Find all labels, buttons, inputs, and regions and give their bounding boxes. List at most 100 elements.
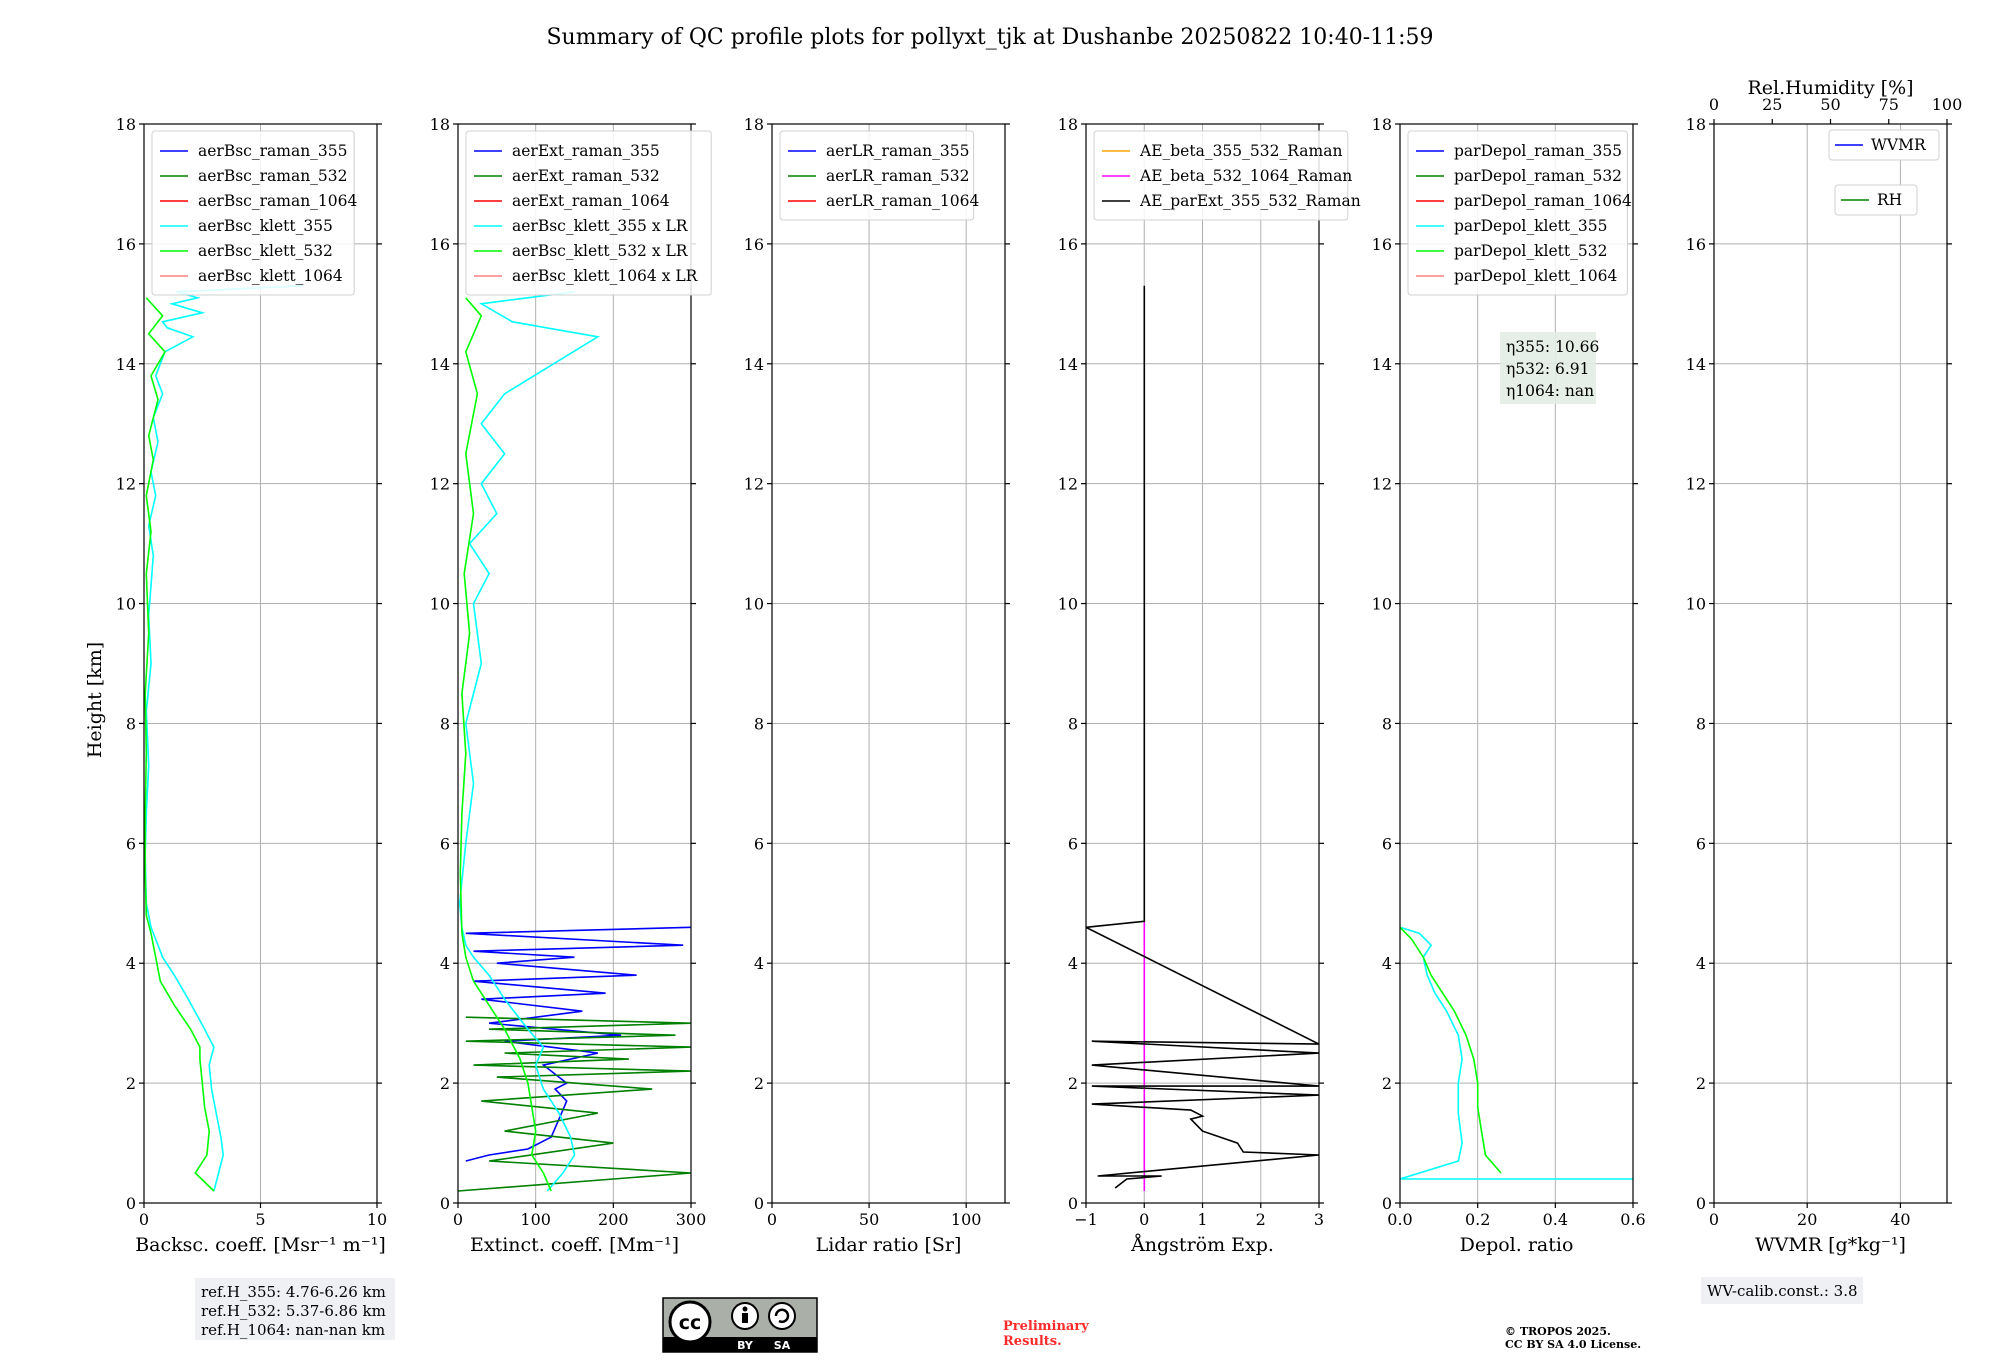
y-tick-label: 12 bbox=[116, 475, 136, 494]
legend-box bbox=[1828, 129, 1940, 161]
wv-calib-text: WV-calib.const.: 3.8 bbox=[1707, 1282, 1858, 1300]
preliminary-line-1: Preliminary bbox=[1003, 1319, 1089, 1334]
y-tick-label: 8 bbox=[754, 714, 764, 733]
legend-label: aerExt_raman_532 bbox=[512, 167, 660, 185]
legend-label: aerBsc_raman_532 bbox=[198, 167, 348, 185]
legend-box bbox=[1834, 184, 1918, 216]
y-tick-label: 8 bbox=[126, 714, 136, 733]
legend-label: aerBsc_raman_1064 bbox=[198, 192, 358, 210]
y-tick-label: 8 bbox=[1696, 714, 1706, 733]
y-tick-label: 6 bbox=[1382, 834, 1392, 853]
y-tick-label: 12 bbox=[1372, 475, 1392, 494]
legend-label: RH bbox=[1877, 191, 1902, 209]
y-tick-label: 4 bbox=[1068, 954, 1078, 973]
x-axis-label: Lidar ratio [Sr] bbox=[816, 1234, 962, 1256]
series-line-aerExt_raman_355 bbox=[465, 926, 691, 1162]
y-tick-label: 0 bbox=[1068, 1194, 1078, 1213]
y-tick-label: 10 bbox=[1372, 595, 1392, 614]
panel-2: 0 2 4 6 8 10 12 14 16 18 0 100 200 300 Extinct. coeff.… bbox=[430, 115, 712, 1256]
axes-frame bbox=[1399, 123, 1634, 1204]
legend-box bbox=[1407, 130, 1628, 296]
y-tick-label: 18 bbox=[1686, 115, 1706, 134]
legend-label: aerExt_raman_1064 bbox=[512, 192, 670, 210]
legend-label: parDepol_raman_355 bbox=[1454, 142, 1622, 160]
y-tick-label: 18 bbox=[430, 115, 450, 134]
x-tick-label: 0 bbox=[767, 1210, 777, 1229]
y-tick-label: 4 bbox=[1696, 954, 1706, 973]
y-tick-label: 14 bbox=[116, 355, 136, 374]
y-tick-label: 2 bbox=[754, 1074, 764, 1093]
y-tick-label: 16 bbox=[1058, 235, 1078, 254]
y-tick-label: 4 bbox=[440, 954, 450, 973]
x-tick-label: 0.6 bbox=[1620, 1210, 1645, 1229]
wv-calib-box: WV-calib.const.: 3.8 bbox=[1701, 1277, 1863, 1304]
series-line-aerBsc_klett_532 x LR bbox=[459, 297, 552, 1192]
y-tick-label: 8 bbox=[440, 714, 450, 733]
eta-annotation: η355: 10.66 η532: 6.91 η1064: nan bbox=[1500, 332, 1599, 404]
figure-title: Summary of QC profile plots for pollyxt_… bbox=[546, 25, 1433, 50]
y-tick-label: 6 bbox=[440, 834, 450, 853]
x2-tick-label: 75 bbox=[1879, 95, 1899, 114]
y-tick-label: 16 bbox=[430, 235, 450, 254]
y-tick-label: 12 bbox=[744, 475, 764, 494]
ref-height-532: ref.H_532: 5.37-6.86 km bbox=[201, 1302, 386, 1320]
y-tick-label: 0 bbox=[1382, 1194, 1392, 1213]
y-tick-label: 10 bbox=[430, 595, 450, 614]
legend-label: parDepol_klett_355 bbox=[1454, 217, 1607, 235]
y-tick-label: 2 bbox=[1068, 1074, 1078, 1093]
series-line-aerBsc_klett_355 x LR bbox=[458, 291, 601, 1192]
panel-1: 0 2 4 6 8 10 12 14 16 18 0 5 10 Backsc. coeff. [Msr⁻¹… bbox=[116, 115, 388, 1256]
y-tick-label: 12 bbox=[1058, 475, 1078, 494]
x-tick-label: 100 bbox=[520, 1210, 551, 1229]
x2-tick-label: 0 bbox=[1709, 95, 1719, 114]
legend-box bbox=[151, 130, 355, 296]
y-tick-label: 8 bbox=[1068, 714, 1078, 733]
legend-label: aerBsc_klett_532 bbox=[198, 242, 333, 260]
series-group bbox=[458, 291, 691, 1192]
eta-label: η532: 6.91 bbox=[1506, 360, 1590, 378]
ref-heights-box: ref.H_355: 4.76-6.26 km ref.H_532: 5.37-… bbox=[195, 1278, 395, 1340]
x-axis-label: Depol. ratio bbox=[1460, 1234, 1574, 1256]
y-tick-label: 16 bbox=[744, 235, 764, 254]
x2-tick-label: 50 bbox=[1820, 95, 1840, 114]
y-tick-label: 16 bbox=[116, 235, 136, 254]
y-tick-label: 14 bbox=[1686, 355, 1706, 374]
sa-share-arrow bbox=[774, 1308, 790, 1323]
y-tick-label: 6 bbox=[1696, 834, 1706, 853]
x-tick-label: 0.4 bbox=[1543, 1210, 1568, 1229]
copyright-line-1: © TROPOS 2025. bbox=[1505, 1325, 1611, 1338]
y-tick-label: 0 bbox=[440, 1194, 450, 1213]
y-tick-label: 2 bbox=[440, 1074, 450, 1093]
x-tick-label: 1 bbox=[1197, 1210, 1207, 1229]
y-tick-label: 2 bbox=[1696, 1074, 1706, 1093]
y-tick-label: 4 bbox=[754, 954, 764, 973]
series-line-aerExt_raman_532 bbox=[458, 1016, 691, 1192]
badge-sa-label: SA bbox=[774, 1339, 791, 1352]
y-tick-label: 18 bbox=[744, 115, 764, 134]
legend-label: parDepol_klett_1064 bbox=[1454, 267, 1617, 285]
panel-5: 0 2 4 6 8 10 12 14 16 18 0.0 0.2 0.4 0.6 Depol. ratio p… bbox=[1372, 115, 1646, 1256]
legend-label: aerBsc_klett_1064 bbox=[198, 267, 343, 285]
by-person-head bbox=[742, 1306, 748, 1312]
legend-label: aerBsc_klett_1064 x LR bbox=[512, 267, 699, 285]
y-tick-label: 12 bbox=[1686, 475, 1706, 494]
legend-box bbox=[465, 130, 712, 296]
preliminary-line-2: Results. bbox=[1003, 1334, 1062, 1349]
legend-label: aerBsc_klett_355 bbox=[198, 217, 333, 235]
eta-label: η355: 10.66 bbox=[1506, 338, 1599, 356]
y-tick-label: 10 bbox=[1058, 595, 1078, 614]
series-group bbox=[144, 285, 303, 1192]
axes-frame bbox=[457, 123, 692, 1204]
y-tick-label: 6 bbox=[754, 834, 764, 853]
x-tick-label: 0 bbox=[1139, 1210, 1149, 1229]
series-line-aerBsc_klett_355 bbox=[144, 285, 303, 1192]
y-tick-label: 2 bbox=[126, 1074, 136, 1093]
legend-label: aerLR_raman_355 bbox=[826, 142, 969, 160]
y-tick-label: 10 bbox=[116, 595, 136, 614]
legend-label: WVMR bbox=[1871, 136, 1927, 154]
y-tick-label: 10 bbox=[1686, 595, 1706, 614]
y-tick-label: 14 bbox=[1372, 355, 1392, 374]
y-tick-label: 6 bbox=[1068, 834, 1078, 853]
